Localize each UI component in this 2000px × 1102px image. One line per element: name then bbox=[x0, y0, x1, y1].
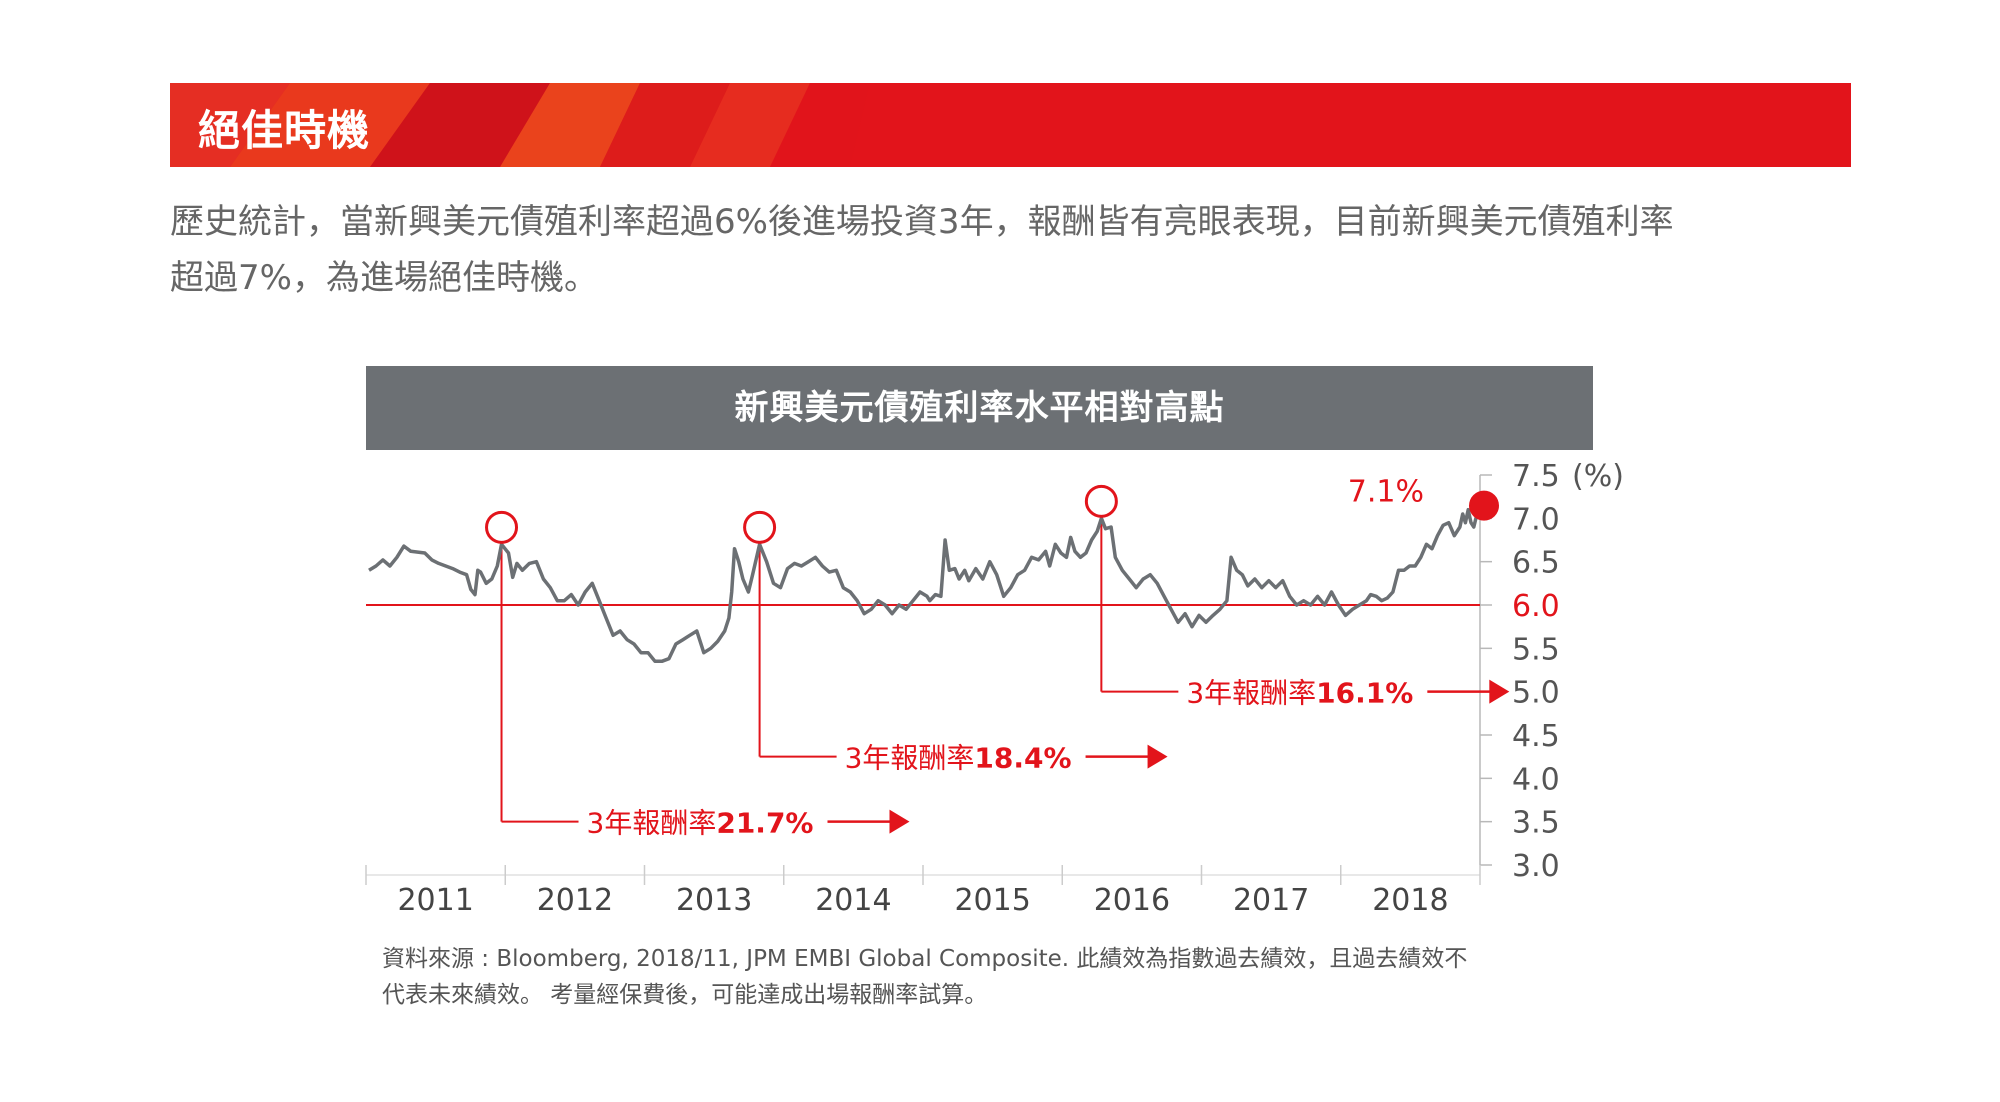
x-tick-label: 2018 bbox=[1372, 883, 1448, 918]
banner-title: 絕佳時機 bbox=[198, 106, 371, 155]
current-value-label: 7.1% bbox=[1348, 475, 1424, 510]
annotation-label-value: 16.1% bbox=[1316, 677, 1413, 710]
y-tick-label: 6.5 bbox=[1512, 546, 1560, 581]
intro-line-1: 歷史統計，當新興美元債殖利率超過6%後進場投資3年，報酬皆有亮眼表現，目前新興美… bbox=[170, 202, 1674, 242]
y-tick-label: 7.5 bbox=[1512, 459, 1560, 494]
series-line bbox=[368, 507, 1480, 664]
annotation-label-value: 18.4% bbox=[974, 742, 1071, 775]
y-unit-label: (%) bbox=[1572, 459, 1624, 494]
annotation-arrowhead bbox=[1489, 679, 1510, 704]
y-tick-label: 5.5 bbox=[1512, 632, 1560, 667]
annotation-arrowhead bbox=[889, 809, 910, 834]
source-note: 資料來源 : Bloomberg, 2018/11, JPM EMBI Glob… bbox=[382, 941, 1612, 1013]
y-tick-label: 3.0 bbox=[1512, 849, 1560, 884]
peak-marker bbox=[1084, 484, 1118, 518]
chart-title: 新興美元債殖利率水平相對高點 bbox=[366, 366, 1593, 450]
x-tick-label: 2015 bbox=[954, 883, 1030, 918]
y-tick-label: 7.0 bbox=[1512, 502, 1560, 537]
annotation-label-value: 21.7% bbox=[716, 807, 813, 840]
y-tick-label: 6.0 bbox=[1512, 589, 1560, 624]
x-tick-label: 2013 bbox=[676, 883, 752, 918]
x-tick-label: 2012 bbox=[537, 883, 613, 918]
x-tick-label: 2014 bbox=[815, 883, 891, 918]
x-tick-label: 2017 bbox=[1233, 883, 1309, 918]
y-tick-label: 4.5 bbox=[1512, 719, 1560, 754]
x-tick-label: 2011 bbox=[397, 883, 473, 918]
annotation-arrowhead bbox=[1147, 744, 1168, 769]
source-line-2: 代表未來績效。 考量經保費後，可能達成出場報酬率試算。 bbox=[382, 982, 988, 1008]
source-line-1: 資料來源 : Bloomberg, 2018/11, JPM EMBI Glob… bbox=[382, 946, 1468, 972]
y-tick-label: 3.5 bbox=[1512, 806, 1560, 841]
intro-line-2: 超過7%，為進場絕佳時機。 bbox=[170, 258, 598, 298]
annotation-label-prefix: 3年報酬率 bbox=[845, 742, 975, 775]
annotation-label: 3年報酬率18.4% bbox=[845, 742, 1072, 775]
section-banner: 絕佳時機 bbox=[170, 83, 1851, 167]
peak-marker bbox=[485, 510, 519, 544]
peak-marker bbox=[743, 510, 777, 544]
current-value-dot bbox=[1469, 490, 1499, 521]
banner-facet-pattern bbox=[170, 83, 870, 167]
x-tick-label: 2016 bbox=[1094, 883, 1170, 918]
annotation-label: 3年報酬率16.1% bbox=[1186, 677, 1413, 710]
annotation-label-prefix: 3年報酬率 bbox=[1186, 677, 1316, 710]
annotation-label-prefix: 3年報酬率 bbox=[587, 807, 717, 840]
y-tick-label: 5.0 bbox=[1512, 676, 1560, 711]
y-tick-label: 4.0 bbox=[1512, 762, 1560, 797]
intro-paragraph: 歷史統計，當新興美元債殖利率超過6%後進場投資3年，報酬皆有亮眼表現，目前新興美… bbox=[170, 194, 1860, 306]
annotation-label: 3年報酬率21.7% bbox=[587, 807, 814, 840]
